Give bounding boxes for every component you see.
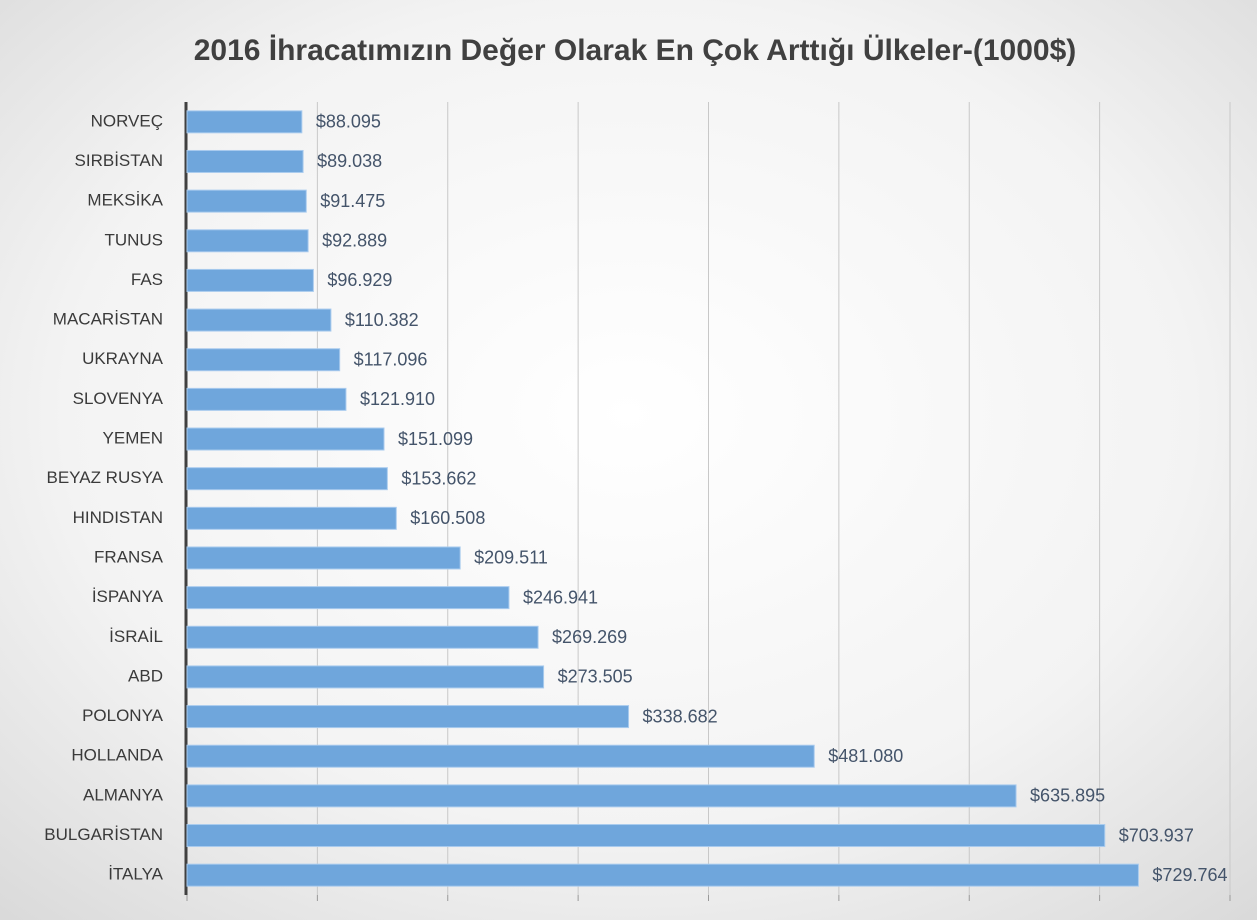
- value-label: $338.682: [643, 706, 718, 726]
- bar: [186, 308, 332, 332]
- bar: [186, 784, 1017, 808]
- bar: [186, 149, 304, 173]
- value-label: $117.096: [354, 349, 428, 369]
- value-label: $273.505: [558, 667, 633, 687]
- y-tick-label: İSPANYA: [92, 587, 164, 606]
- value-label: $635.895: [1030, 786, 1105, 806]
- bar: [186, 229, 309, 253]
- y-tick-label: HINDISTAN: [73, 508, 163, 527]
- y-tick-label: HOLLANDA: [71, 746, 163, 765]
- value-label: $269.269: [552, 627, 627, 647]
- value-label: $96.929: [327, 270, 392, 290]
- y-tick-label: POLONYA: [82, 706, 164, 725]
- value-label: $91.475: [320, 191, 385, 211]
- value-label: $89.038: [317, 151, 382, 171]
- bar: [186, 665, 545, 689]
- value-label: $153.662: [401, 468, 476, 488]
- value-label: $729.764: [1152, 865, 1227, 885]
- value-label: $703.937: [1119, 825, 1194, 845]
- y-tick-label: İTALYA: [108, 865, 163, 884]
- value-label: $92.889: [322, 231, 387, 251]
- value-label: $246.941: [523, 587, 598, 607]
- value-label: $160.508: [410, 508, 485, 528]
- bar: [186, 427, 385, 451]
- y-tick-label: BULGARİSTAN: [44, 825, 163, 844]
- bar: [186, 189, 307, 213]
- bar: [186, 506, 397, 530]
- value-label: $151.099: [398, 429, 473, 449]
- bar: [186, 744, 815, 768]
- bar: [186, 387, 347, 411]
- y-tick-label: FRANSA: [94, 547, 164, 566]
- bar: [186, 625, 539, 649]
- y-tick-label: MACARİSTAN: [53, 310, 163, 329]
- bar: [186, 467, 388, 491]
- bar: [186, 705, 630, 729]
- value-label: $110.382: [345, 310, 419, 330]
- bar: [186, 348, 341, 372]
- y-tick-label: İSRAİL: [109, 627, 163, 646]
- value-label: $209.511: [474, 548, 548, 568]
- y-tick-label: UKRAYNA: [82, 349, 164, 368]
- y-tick-label: SLOVENYA: [73, 389, 164, 408]
- chart-title: 2016 İhracatımızın Değer Olarak En Çok A…: [194, 34, 1077, 67]
- y-tick-label: NORVEÇ: [91, 111, 163, 130]
- y-tick-label: BEYAZ RUSYA: [46, 468, 163, 487]
- y-tick-label: YEMEN: [103, 429, 163, 448]
- bar: [186, 110, 303, 134]
- y-tick-label: TUNUS: [104, 230, 163, 249]
- value-label: $481.080: [828, 746, 903, 766]
- y-tick-label: SIRBİSTAN: [75, 151, 163, 170]
- bar: [186, 863, 1139, 887]
- bar: [186, 546, 461, 570]
- bar: [186, 586, 510, 610]
- value-label: $88.095: [316, 112, 381, 132]
- y-tick-label: ALMANYA: [83, 785, 164, 804]
- bar: [186, 824, 1106, 848]
- y-tick-label: FAS: [131, 270, 163, 289]
- value-label: $121.910: [360, 389, 435, 409]
- y-tick-label: MEKSİKA: [87, 191, 163, 210]
- bar: [186, 268, 314, 292]
- y-tick-label: ABD: [128, 666, 163, 685]
